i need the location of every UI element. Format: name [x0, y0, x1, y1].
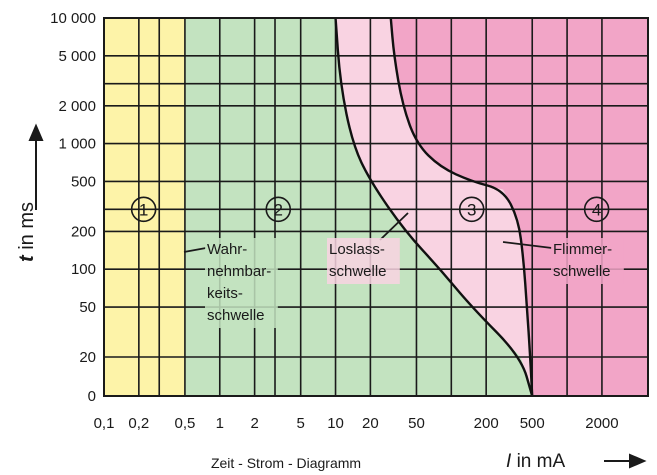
annotation-3: Flimmer-schwelle — [502, 238, 624, 284]
zone-1-marker: 1 — [130, 196, 157, 223]
zone-4-area — [390, 18, 648, 396]
zone-markers: 1 2 3 4 — [130, 196, 610, 223]
x-tick-label: 10 — [327, 415, 344, 432]
y-tick-label: 0 — [88, 388, 96, 405]
zone-1-label: 1 — [139, 200, 148, 219]
zone-3-marker: 3 — [458, 196, 485, 223]
y-tick-label: 2 000 — [58, 98, 96, 115]
zone-3-area — [335, 18, 533, 396]
y-tick-label: 5 000 — [58, 48, 96, 65]
y-tick-label: 500 — [71, 173, 96, 190]
x-tick-label: 0,5 — [174, 415, 195, 432]
x-tick-label: 0,1 — [94, 415, 115, 432]
x-tick-label: 2 — [250, 415, 258, 432]
y-tick-label: 10 000 — [50, 10, 96, 27]
caption: Zeit - Strom - Diagramm — [211, 455, 361, 471]
annotation-line: keits- — [207, 285, 243, 302]
y-axis-label: t in ms — [16, 202, 38, 262]
curve-loslassschwelle — [334, 16, 534, 397]
annotation-line: Flimmer- — [553, 241, 612, 258]
zone-2-label: 2 — [274, 200, 283, 219]
annotation-line: nehmbar- — [207, 263, 271, 280]
annotation-line: Wahr- — [207, 241, 247, 258]
y-tick-label: 20 — [79, 349, 96, 366]
zone-3-label: 3 — [467, 200, 476, 219]
x-axis-label: I in mA — [506, 451, 565, 472]
y-tick-label: 100 — [71, 261, 96, 278]
x-tick-label: 2000 — [585, 415, 618, 432]
x-tick-label: 5 — [297, 415, 305, 432]
x-tick-label: 1 — [216, 415, 224, 432]
zone-2-marker: 2 — [265, 196, 292, 223]
annotation-line: schwelle — [329, 263, 387, 280]
x-axis-arrow — [604, 453, 647, 469]
y-tick-label: 200 — [71, 223, 96, 240]
annotation-line: schwelle — [207, 307, 265, 324]
x-tick-label: 200 — [474, 415, 499, 432]
x-tick-label: 0,2 — [128, 415, 149, 432]
x-tick-label: 500 — [520, 415, 545, 432]
plot-frame — [103, 17, 649, 397]
annotation-2: Loslass-schwelle — [327, 212, 409, 284]
zone-4-marker: 4 — [583, 196, 610, 223]
curve-flimmerschwelle — [389, 16, 534, 397]
annotation-1: Wahr-nehmbar-keits-schwelle — [183, 238, 278, 328]
annotation-line: schwelle — [553, 263, 611, 280]
zone-4-label: 4 — [592, 200, 601, 219]
annotation-line: Loslass- — [329, 241, 385, 258]
y-tick-label: 50 — [79, 299, 96, 316]
y-tick-label: 1 000 — [58, 136, 96, 153]
zone-1-area — [104, 18, 185, 396]
annotations: Wahr-nehmbar-keits-schwelleLoslass-schwe… — [183, 212, 624, 328]
y-axis-arrow — [28, 123, 44, 210]
x-tick-label: 20 — [362, 415, 379, 432]
curves — [334, 16, 534, 397]
x-tick-label: 50 — [408, 415, 425, 432]
